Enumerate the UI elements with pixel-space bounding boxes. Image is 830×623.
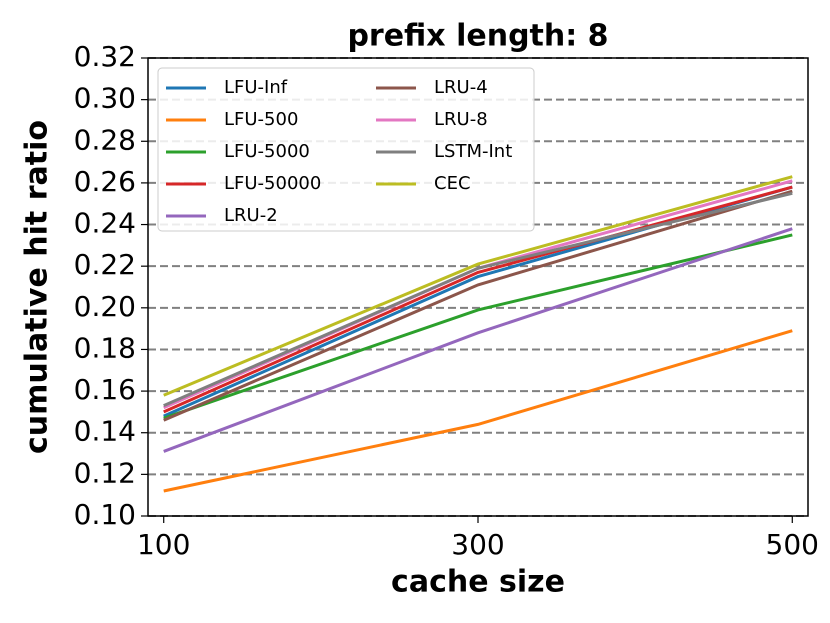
series-line (163, 185, 793, 414)
series-line (163, 329, 793, 493)
series-line (163, 227, 793, 453)
y-axis-label: cumulative hit ratio (20, 120, 55, 454)
y-tick-label: 0.10 (74, 498, 136, 531)
legend-label: LFU-Inf (224, 77, 288, 98)
legend: LFU-Inf LFU-500 LFU-5000 LFU-50000 LRU-2 LRU-… (157, 67, 535, 232)
y-tick-label: 0.28 (74, 123, 136, 156)
chart-title: prefix length: 8 (347, 19, 608, 54)
x-tick-label: 100 (137, 528, 190, 561)
legend-label: LFU-5000 (224, 141, 310, 162)
legend-label: LRU-4 (434, 77, 488, 98)
y-tick-label: 0.12 (74, 456, 136, 489)
y-tick-label: 0.26 (74, 165, 136, 198)
legend-label: LFU-500 (224, 109, 298, 130)
series-line (163, 191, 793, 408)
series-line (163, 233, 793, 420)
x-axis-label: cache size (391, 565, 565, 600)
legend-label: CEC (434, 173, 471, 194)
legend-label: LSTM-Int (434, 141, 512, 162)
legend-label: LFU-50000 (224, 173, 321, 194)
y-tick-label: 0.22 (74, 248, 136, 281)
x-tick-label: 300 (451, 528, 504, 561)
plot-frame (147, 57, 809, 517)
series-line (163, 189, 793, 422)
y-tick-label: 0.32 (74, 40, 136, 73)
legend-label: LRU-8 (434, 109, 488, 130)
y-tick-label: 0.20 (74, 290, 136, 323)
y-tick-label: 0.14 (74, 415, 136, 448)
x-tick-label: 500 (766, 528, 819, 561)
y-tick-label: 0.16 (74, 373, 136, 406)
series-line (163, 175, 793, 397)
legend-box (157, 67, 535, 232)
legend-label: LRU-2 (224, 205, 278, 226)
y-tick-label: 0.30 (74, 82, 136, 115)
y-tick-label: 0.24 (74, 207, 136, 240)
y-tick-label: 0.18 (74, 331, 136, 364)
